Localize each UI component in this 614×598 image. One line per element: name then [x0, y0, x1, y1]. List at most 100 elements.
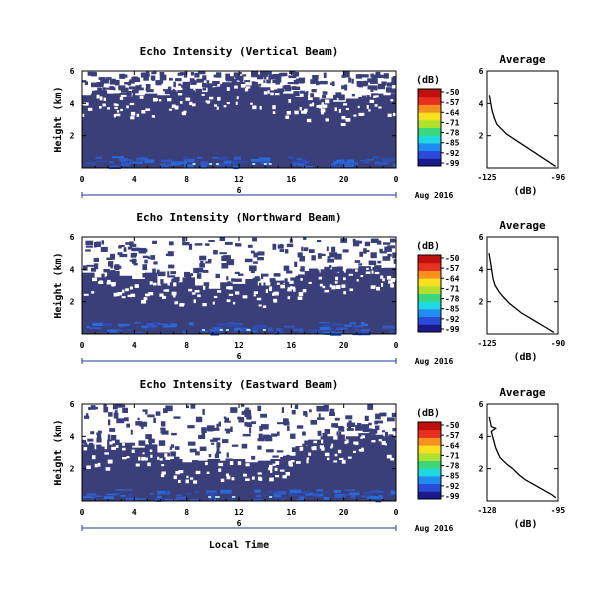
echo-speckle [269, 278, 276, 283]
echo-speckle [97, 434, 102, 441]
colorbar-segment [418, 255, 441, 264]
missing-speckle [122, 289, 125, 293]
colorbar-segment [418, 112, 441, 121]
missing-speckle [116, 110, 120, 113]
echo-speckle [253, 261, 258, 264]
missing-speckle [103, 97, 106, 101]
echo-cell [171, 161, 183, 163]
echo-speckle [234, 278, 242, 282]
echo-cell [118, 158, 128, 161]
echo-speckle [384, 246, 392, 252]
echo-speckle [372, 434, 376, 440]
echo-speckle [211, 83, 218, 86]
echo-speckle [157, 271, 166, 277]
echo-speckle [377, 83, 386, 90]
echo-speckle [154, 71, 157, 74]
echo-speckle [222, 82, 230, 85]
missing-speckle [253, 294, 256, 297]
echo-speckle [167, 275, 176, 278]
missing-speckle [331, 443, 334, 448]
missing-speckle [308, 281, 312, 284]
missing-speckle [285, 472, 290, 476]
missing-speckle [213, 295, 218, 299]
missing-speckle [269, 464, 273, 469]
echo-speckle [152, 240, 157, 244]
profile-x-tick-label: -128 [477, 506, 496, 515]
echo-cell [230, 324, 240, 327]
missing-speckle [122, 443, 125, 446]
missing-speckle [126, 105, 129, 109]
echo-cell [147, 325, 156, 329]
echo-speckle [331, 246, 336, 253]
echo-speckle [296, 425, 304, 429]
echo-speckle [317, 417, 325, 420]
echo-speckle [196, 78, 204, 83]
missing-speckle [378, 106, 382, 109]
echo-speckle [90, 431, 95, 435]
echo-speckle [145, 71, 150, 78]
echo-speckle [234, 271, 240, 274]
echo-speckle [211, 442, 215, 445]
colorbar-tick-label: -50 [445, 88, 460, 97]
colorbar-segment [418, 445, 441, 454]
echo-cell [363, 160, 370, 164]
echo-cell [254, 324, 265, 329]
missing-speckle [331, 285, 336, 290]
echo-speckle [337, 434, 345, 441]
echo-speckle [259, 282, 262, 288]
echo-speckle [194, 72, 200, 78]
missing-speckle [240, 84, 246, 88]
echo-speckle [331, 81, 335, 87]
missing-speckle [129, 102, 135, 106]
missing-speckle [228, 286, 233, 290]
missing-speckle [209, 96, 214, 100]
profile-y-tick-label: 4 [479, 99, 484, 108]
missing-speckle [82, 113, 85, 117]
echo-speckle [281, 280, 285, 284]
echo-speckle [323, 72, 327, 78]
echo-speckle [317, 253, 322, 259]
echo-speckle [309, 409, 312, 413]
echo-speckle [113, 93, 121, 99]
missing-speckle [83, 102, 89, 106]
missing-speckle [347, 456, 352, 459]
echo-speckle [153, 417, 156, 423]
echo-cell [346, 164, 352, 166]
echo-speckle [151, 71, 157, 75]
echo-speckle [342, 71, 350, 78]
echo-speckle [244, 411, 252, 418]
missing-speckle [366, 105, 369, 109]
colorbar-tick-label: -92 [445, 482, 460, 491]
echo-speckle [139, 84, 142, 89]
echo-speckle [251, 455, 256, 460]
echo-speckle [348, 420, 352, 424]
echo-speckle [263, 282, 266, 288]
echo-speckle [125, 242, 133, 245]
panel-2: Echo Intensity (Northward Beam) 2 4 6 Height… [52, 211, 565, 366]
missing-speckle [306, 459, 309, 464]
echo-speckle [231, 81, 238, 85]
echo-speckle [153, 261, 158, 265]
missing-speckle [366, 267, 369, 270]
echo-cell [86, 493, 97, 496]
echo-cell [390, 491, 396, 495]
x-tick-label: 12 [234, 508, 244, 517]
echo-speckle [159, 74, 167, 81]
echo-speckle [133, 252, 137, 257]
echo-speckle [355, 425, 363, 431]
missing-speckle [206, 101, 210, 104]
echo-speckle [228, 259, 235, 266]
x-tick-label: 8 [184, 508, 189, 517]
colorbar-tick-label: -64 [445, 441, 460, 450]
echo-cell [152, 322, 161, 325]
echo-speckle [177, 72, 183, 76]
echo-speckle [140, 72, 147, 78]
echo-cell [296, 158, 303, 160]
echo-speckle [187, 88, 194, 93]
missing-speckle [173, 294, 176, 298]
echo-speckle [231, 444, 239, 447]
echo-speckle [83, 440, 86, 444]
missing-speckle [334, 281, 338, 284]
echo-cell [90, 495, 96, 500]
echo-cell [303, 165, 314, 169]
